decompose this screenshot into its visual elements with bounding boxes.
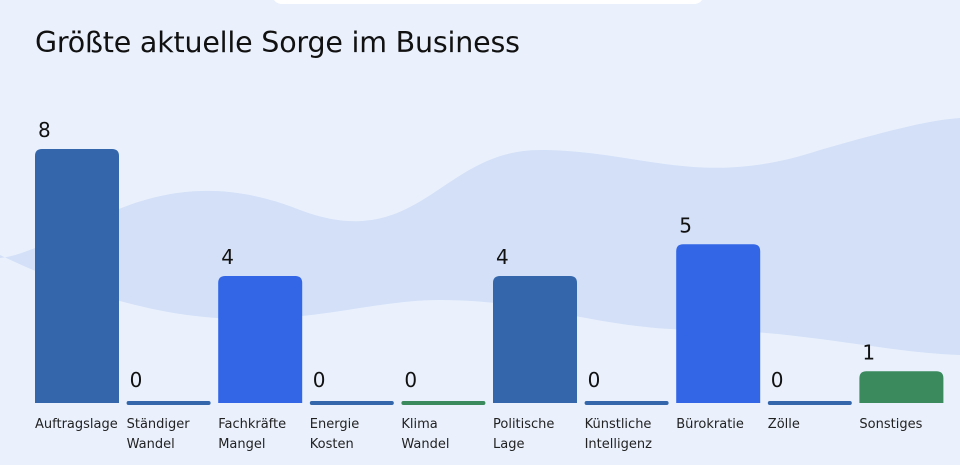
category-label: Ständiger (127, 417, 191, 432)
value-label: 5 (679, 213, 692, 237)
bar (35, 149, 119, 403)
bar (126, 401, 211, 405)
category-label: Zölle (768, 417, 800, 432)
bar (676, 244, 761, 403)
value-label: 0 (588, 368, 601, 392)
category-label: Intelligenz (585, 437, 652, 452)
value-label: 0 (771, 368, 784, 392)
bar (309, 401, 394, 405)
category-label: Auftragslage (35, 417, 118, 432)
chart-title: Größte aktuelle Sorge im Business (35, 26, 520, 59)
top-pill (272, 0, 704, 4)
value-label: 0 (313, 368, 326, 392)
value-label: 0 (404, 368, 417, 392)
category-label: Mangel (218, 437, 265, 452)
category-label: Klima (401, 417, 437, 432)
category-label: Lage (493, 437, 524, 452)
category-label: Politische (493, 417, 554, 432)
bar (767, 401, 852, 405)
category-label: Kosten (310, 437, 354, 452)
category-label: Künstliche (585, 417, 652, 432)
bar (859, 371, 944, 403)
value-label: 4 (221, 245, 234, 269)
category-label: Sonstiges (859, 417, 922, 432)
category-label: Bürokratie (676, 417, 744, 432)
bar (493, 276, 577, 403)
value-label: 4 (496, 245, 509, 269)
value-label: 8 (38, 118, 51, 142)
bar (401, 401, 486, 405)
category-label: Energie (310, 417, 359, 432)
value-label: 0 (130, 368, 143, 392)
category-label: Wandel (127, 437, 175, 452)
bar (218, 276, 303, 403)
category-label: Wandel (401, 437, 449, 452)
category-label: Fachkräfte (218, 417, 286, 432)
value-label: 1 (862, 340, 875, 364)
bar (584, 401, 669, 405)
